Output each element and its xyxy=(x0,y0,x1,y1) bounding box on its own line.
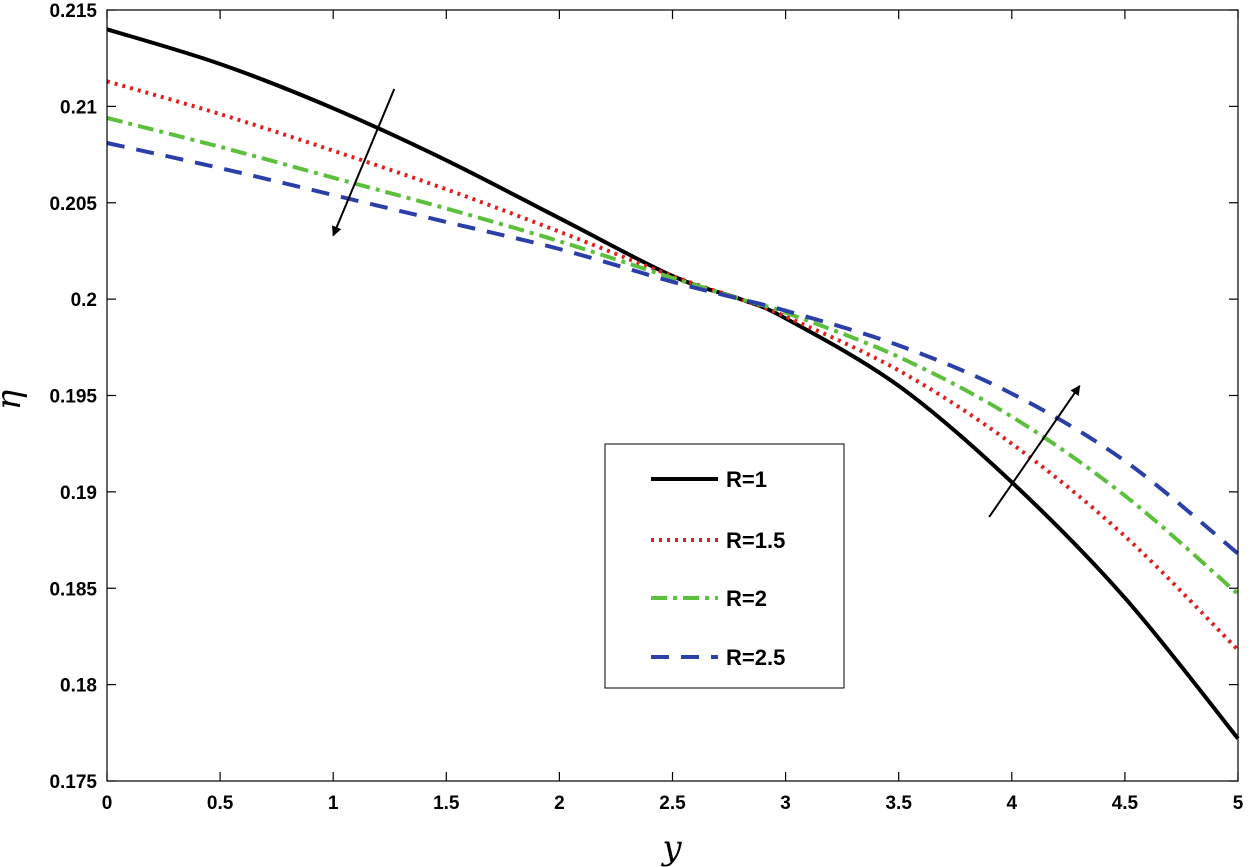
tick-layer: 0 0.5 1 1.5 2 2.5 3 3.5 4 4.5 5 0.175 0.18 0.185 0.19 0… xyxy=(49,1,1243,814)
legend: R=1 R=1.5 R=2 R=2.5 xyxy=(604,443,845,689)
y-tick-label: 0.175 xyxy=(49,772,97,793)
annotation-arrow-1 xyxy=(332,88,396,237)
x-tick-label: 0.5 xyxy=(207,793,234,814)
legend-label-3: R=2 xyxy=(726,586,767,611)
legend-label-1: R=1 xyxy=(726,467,767,492)
x-tick-label: 2.5 xyxy=(659,793,686,814)
x-tick-label: 3 xyxy=(780,793,791,814)
legend-box xyxy=(604,443,845,689)
series-line-4 xyxy=(106,141,1240,556)
x-tick-label: 2 xyxy=(554,793,565,814)
legend-label-2: R=1.5 xyxy=(726,528,785,553)
y-tick-label: 0.18 xyxy=(60,676,97,697)
legend-label-4: R=2.5 xyxy=(726,645,785,670)
x-tick-label: 5 xyxy=(1233,793,1244,814)
x-tick-label: 1 xyxy=(328,793,339,814)
x-tick-label: 0 xyxy=(102,793,113,814)
x-tick-label: 4.5 xyxy=(1112,793,1139,814)
series-layer xyxy=(106,27,1240,740)
x-tick-label: 1.5 xyxy=(433,793,460,814)
y-tick-label: 0.215 xyxy=(49,1,97,22)
y-tick-label: 0.185 xyxy=(49,579,97,600)
x-axis-label: y xyxy=(660,828,682,867)
y-tick-label: 0.19 xyxy=(60,483,97,504)
y-tick-label: 0.195 xyxy=(49,387,97,408)
annotation-layer xyxy=(332,88,1081,518)
y-tick-label: 0.2 xyxy=(71,290,97,311)
y-tick-label: 0.205 xyxy=(49,194,97,215)
y-tick-label: 0.21 xyxy=(60,97,97,118)
x-tick-label: 4 xyxy=(1007,793,1018,814)
series-line-3 xyxy=(106,115,1240,596)
annotation-arrow-2 xyxy=(988,385,1081,518)
y-axis-label: η xyxy=(0,389,29,410)
x-tick-label: 3.5 xyxy=(885,793,912,814)
